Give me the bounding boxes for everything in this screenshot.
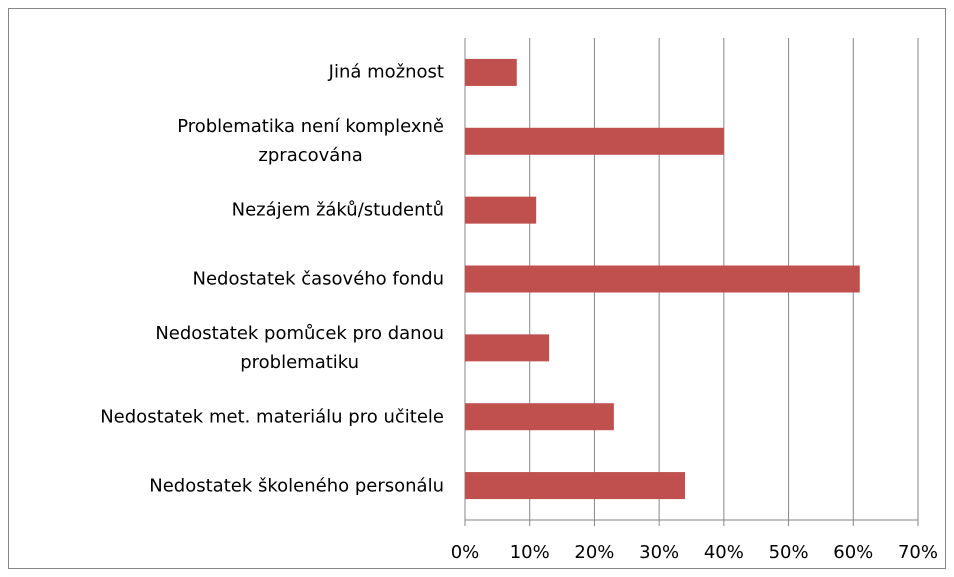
- bar: [465, 403, 614, 431]
- y-tick-label: Nedostatek školeného personálu: [149, 475, 444, 497]
- x-tick-label: 50%: [769, 542, 809, 563]
- x-tick-label: 0%: [451, 542, 480, 563]
- y-tick-label: Nezájem žáků/studentů: [231, 199, 444, 221]
- bar: [465, 196, 537, 224]
- bar: [465, 334, 550, 362]
- y-tick-label: Nedostatek časového fondu: [192, 268, 445, 290]
- x-tick-label: 30%: [639, 542, 679, 563]
- x-tick-label: 60%: [833, 542, 873, 563]
- x-tick-label: 10%: [510, 542, 550, 563]
- x-tick-label: 40%: [704, 542, 744, 563]
- bar: [465, 472, 686, 500]
- y-tick-label: Problematika není komplexně zpracována: [177, 116, 444, 167]
- y-tick-label: Nedostatek pomůcek pro danou problematik…: [155, 322, 444, 373]
- x-tick-label: 20%: [574, 542, 614, 563]
- bar: [465, 265, 860, 293]
- y-tick-label: Jiná možnost: [328, 61, 444, 83]
- x-tick-label: 70%: [898, 542, 938, 563]
- bar: [465, 127, 724, 155]
- y-tick-label: Nedostatek met. materiálu pro učitele: [100, 406, 444, 428]
- bar: [465, 58, 517, 86]
